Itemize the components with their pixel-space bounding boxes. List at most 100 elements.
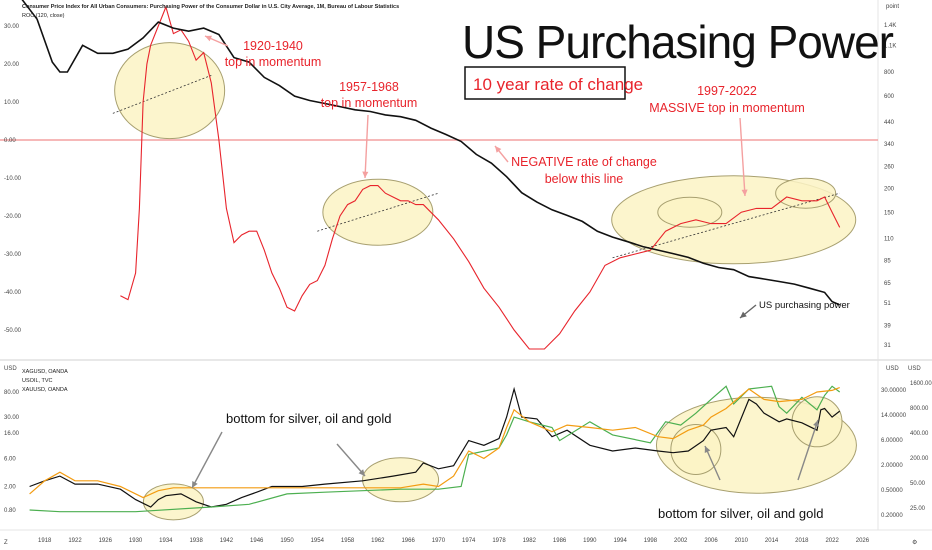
x-axis-tick-label: 1998: [644, 538, 658, 544]
right-axis-tick-label: 51: [884, 301, 891, 307]
x-axis-tick-label: 2018: [795, 538, 809, 544]
right-axis-tick-label: 110: [884, 237, 894, 243]
left-axis-tick-label: -20.00: [4, 214, 22, 220]
right-unit-bottom-2: USD: [908, 366, 921, 372]
bottom-left-axis-tick-label: 80.00: [4, 390, 20, 396]
bottom-right-axis2-tick-label: 1600.00: [910, 381, 932, 387]
x-axis-tick-label: 1958: [341, 538, 355, 544]
right-axis-tick-label: 260: [884, 164, 895, 170]
right-axis-tick-label: 1.4K: [884, 23, 896, 29]
annotation-arrows: [191, 35, 819, 489]
arrow-bottom-right-2-head: [813, 420, 819, 427]
arrow-1957-head: [362, 171, 369, 178]
anno-bottom-right: bottom for silver, oil and gold: [658, 506, 823, 521]
axis-ticks: 30.00 20.00 10.00 0.00 -10.00 -20.00 -30.00 -40…: [4, 23, 932, 544]
anno-1920-line1: 1920-1940: [243, 39, 303, 53]
left-axis-tick-label: -40.00: [4, 290, 22, 296]
bottom-right-axis1-tick-label: 14.00000: [881, 413, 907, 419]
bottom-left-axis-tick-label: 16.00: [4, 431, 20, 437]
arrow-purchasing-head: [740, 311, 747, 318]
x-axis-tick-label: 1918: [38, 538, 52, 544]
bottom-right-axis1-tick-label: 30.00000: [881, 388, 907, 394]
highlight-ellipse: [657, 196, 723, 228]
bottom-right-axis1-tick-label: 0.50000: [881, 488, 903, 494]
x-axis-tick-label: 1926: [99, 538, 113, 544]
highlight-ellipse-bottom: [670, 423, 722, 475]
left-axis-tick-label: -10.00: [4, 176, 22, 182]
x-axis-tick-label: 1946: [250, 538, 264, 544]
x-axis-tick-label: 2026: [856, 538, 870, 544]
bottom-right-axis2-tick-label: 200.00: [910, 456, 929, 462]
bottom-left-axis-tick-label: 6.00: [4, 456, 16, 462]
arrow-negative-head: [495, 146, 502, 153]
x-axis-tick-label: 1938: [189, 538, 203, 544]
right-axis-tick-label: 200: [884, 186, 895, 192]
right-axis-tick-label: 440: [884, 120, 895, 126]
anno-1957-line1: 1957-1968: [339, 80, 399, 94]
x-axis-tick-label: 1994: [613, 538, 627, 544]
arrow-bottom-left-2: [336, 443, 366, 477]
series-lines: [21, 0, 841, 513]
arrow-bottom-right-2: [797, 419, 819, 481]
right-axis-tick-label: 39: [884, 324, 891, 330]
right-axis-tick-label: 150: [884, 211, 895, 217]
bottom-right-axis2-tick-label: 400.00: [910, 431, 929, 437]
right-unit-bottom-1: USD: [886, 366, 899, 372]
left-axis-tick-label: 20.00: [4, 62, 20, 68]
anno-1997-line2: MASSIVE top in momentum: [649, 101, 805, 115]
left-unit-bottom: USD: [4, 366, 17, 372]
x-axis-tick-label: 2022: [825, 538, 839, 544]
highlight-ellipse-bottom: [142, 483, 204, 521]
highlight-ellipse: [322, 178, 434, 246]
anno-purchasing-power: US purchasing power: [759, 300, 850, 311]
left-axis-tick-label: -50.00: [4, 328, 22, 334]
settings-icon[interactable]: ⚙: [912, 539, 917, 546]
x-axis-tick-label: 1966: [401, 538, 415, 544]
subtitle-box-text: 10 year rate of change: [473, 75, 643, 94]
anno-negative-line2: below this line: [545, 172, 624, 186]
right-axis-tick-label: 85: [884, 258, 891, 264]
series-title: Consumer Price Index for All Urban Consu…: [22, 4, 399, 10]
indicator-label: ROC (120, close): [22, 13, 65, 19]
bottom-right-axis2-tick-label: 800.00: [910, 406, 929, 412]
x-axis-tick-label: 1990: [583, 538, 597, 544]
legend-oil: USOIL, TVC: [22, 378, 52, 384]
arrow-bottom-left-1: [191, 431, 223, 489]
legend-gold: XAUUSD, OANDA: [22, 387, 68, 393]
page-title: US Purchasing Power: [462, 16, 894, 68]
x-axis-tick-label: 1974: [462, 538, 476, 544]
arrow-1997: [739, 117, 746, 197]
x-axis-tick-label: 1962: [371, 538, 385, 544]
bottom-right-axis2-tick-label: 50.00: [910, 481, 926, 487]
left-axis-tick-label: -30.00: [4, 252, 22, 258]
x-axis-tick-label: 1954: [311, 538, 325, 544]
highlight-ellipse: [114, 42, 226, 140]
x-axis-tick-label: 1982: [523, 538, 537, 544]
series-oil-line: [29, 385, 841, 513]
anno-1957-line2: top in momentum: [321, 96, 418, 110]
x-axis-tick-label: 2014: [765, 538, 779, 544]
right-axis-tick-label: 65: [884, 281, 891, 287]
x-axis-tick-label: 1986: [553, 538, 567, 544]
right-axis-tick-label: 31: [884, 343, 891, 349]
corner-left-icon[interactable]: Z: [4, 540, 8, 546]
bottom-left-axis-tick-label: 2.00: [4, 485, 16, 491]
left-axis-tick-label: 30.00: [4, 24, 20, 30]
x-axis-tick-label: 1970: [432, 538, 446, 544]
right-axis-tick-label: 600: [884, 94, 895, 100]
arrow-1920-head: [205, 35, 212, 42]
highlight-ellipse: [775, 177, 837, 209]
x-axis-tick-label: 1978: [492, 538, 506, 544]
x-axis-tick-label: 1922: [68, 538, 82, 544]
bottom-right-axis1-tick-label: 6.00000: [881, 438, 903, 444]
series-silver-line: [29, 386, 841, 508]
highlight-ellipse-bottom: [362, 457, 440, 503]
series-roc-line: [120, 5, 841, 350]
x-axis-tick-label: 2002: [674, 538, 688, 544]
series-purchasing-power-line: [21, 0, 841, 306]
x-axis-tick-label: 2010: [735, 538, 749, 544]
series-gold-line: [29, 387, 840, 499]
anno-1920-line2: top in momentum: [225, 55, 322, 69]
x-axis-tick-label: 1942: [220, 538, 234, 544]
